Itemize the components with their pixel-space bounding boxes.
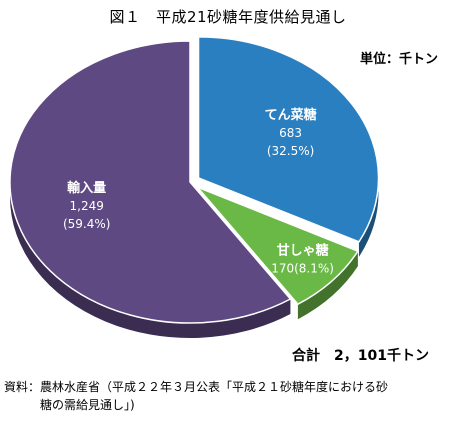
pie-slice-2: [9, 40, 292, 324]
slice-label-percent-0: (32.5%): [267, 144, 314, 158]
source-line-1: 資料：農林水産省（平成２２年３月公表「平成２１砂糖年度における砂: [4, 380, 389, 394]
chart-title: 図１ 平成21砂糖年度供給見通し: [109, 8, 347, 26]
slice-label-percent-2: (59.4%): [63, 217, 110, 231]
total-label: 合計 2，101千トン: [292, 348, 429, 364]
pie-slice-side-2: [10, 182, 291, 339]
pie-slice-0: [197, 36, 380, 243]
slice-label-name-0: てん菜糖: [265, 107, 317, 123]
slice-label-value-1: 170(8.1%): [271, 262, 334, 276]
pie-slice-1: [196, 186, 360, 306]
slice-label-name-1: 甘しゃ糖: [277, 243, 329, 259]
slice-label-value-2: 1,249: [70, 199, 104, 213]
slice-label-value-0: 683: [279, 126, 302, 140]
unit-label: 単位：千トン: [360, 52, 439, 67]
slice-label-name-2: 輸入量: [67, 180, 106, 196]
source-line-2: 糖の需給見通し」): [40, 398, 135, 412]
source-note: 資料：農林水産省（平成２２年３月公表「平成２１砂糖年度における砂 糖の需給見通し…: [4, 378, 454, 414]
pie-slice-side-0: [358, 177, 379, 257]
